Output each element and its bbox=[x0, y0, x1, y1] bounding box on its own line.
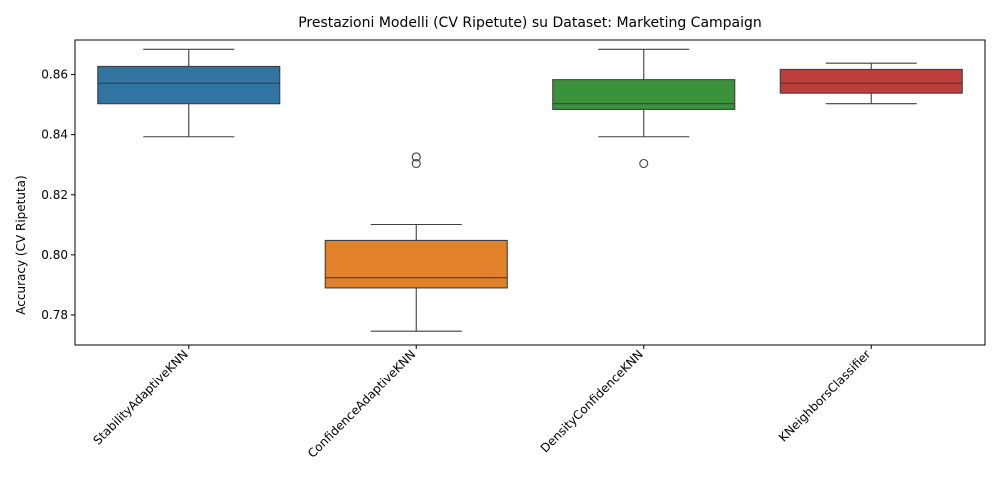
y-tick-label: 0.80 bbox=[41, 248, 68, 262]
chart-title: Prestazioni Modelli (CV Ripetute) su Dat… bbox=[298, 15, 762, 31]
y-tick-label: 0.84 bbox=[41, 128, 68, 142]
plot-frame bbox=[74, 39, 986, 346]
y-tick-label: 0.86 bbox=[41, 68, 68, 82]
box bbox=[552, 79, 736, 110]
x-tick-label: DensityConfidenceKNN bbox=[538, 347, 646, 455]
box-group-2 bbox=[552, 48, 736, 169]
plot-area: 0.78 0.80 0.82 0.84 0.86 StabilityAdaptiveKNN… bbox=[41, 48, 963, 461]
box bbox=[324, 239, 508, 289]
box bbox=[779, 68, 963, 94]
outlier-point bbox=[411, 152, 421, 162]
y-axis-label: Accuracy (CV Ripetuta) bbox=[14, 175, 28, 314]
box-group-0 bbox=[97, 48, 281, 138]
box-group-3 bbox=[779, 62, 963, 105]
box bbox=[97, 65, 281, 105]
x-tick-label: ConfidenceAdaptiveKNN bbox=[305, 347, 418, 460]
y-tick-label: 0.82 bbox=[41, 188, 68, 202]
x-tick-label: StabilityAdaptiveKNN bbox=[90, 347, 190, 447]
x-tick-label: KNeighborsClassifier bbox=[776, 347, 873, 444]
box-group-1 bbox=[324, 152, 508, 332]
outlier-point bbox=[639, 158, 649, 169]
y-tick-label: 0.78 bbox=[41, 308, 68, 322]
outlier-point bbox=[411, 158, 421, 169]
